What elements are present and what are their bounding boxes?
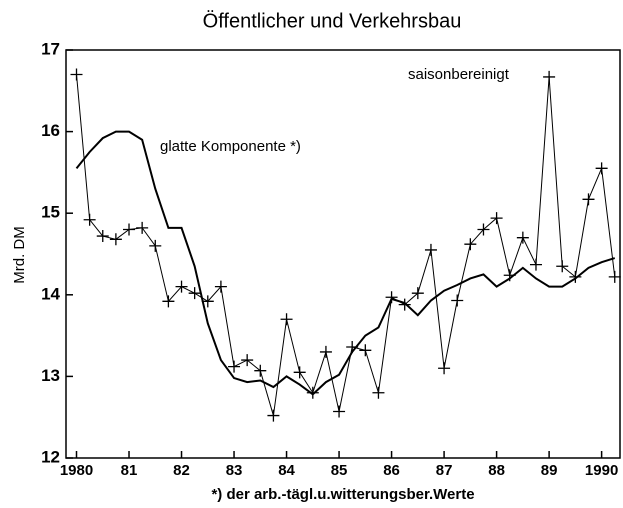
point-marker	[451, 294, 464, 307]
point-marker	[241, 354, 254, 367]
point-marker	[123, 223, 136, 236]
point-marker	[96, 230, 109, 243]
y-tick-label: 17	[41, 39, 60, 58]
x-axis-label: *) der arb.-tägl.u.witterungsber.Werte	[211, 486, 474, 503]
x-tick-label: 88	[488, 462, 505, 479]
point-marker	[162, 295, 175, 308]
x-tick-label: 86	[383, 462, 400, 479]
point-marker	[556, 260, 569, 273]
y-tick-label: 15	[41, 203, 60, 222]
x-tick-label: 81	[121, 462, 138, 479]
point-marker	[175, 280, 188, 293]
x-tick-label: 82	[173, 462, 190, 479]
point-marker	[477, 223, 490, 236]
point-marker	[214, 280, 227, 293]
point-marker	[109, 233, 122, 246]
x-tick-label: 87	[436, 462, 453, 479]
series-label: saisonbereinigt	[408, 66, 510, 83]
point-marker	[490, 212, 503, 225]
series-line	[75, 130, 616, 396]
point-marker	[254, 364, 267, 377]
x-tick-label: 83	[226, 462, 243, 479]
point-marker	[569, 270, 582, 283]
plot-frame	[65, 49, 621, 459]
point-marker	[201, 295, 214, 308]
point-marker	[188, 287, 201, 300]
series-label: glatte Komponente *)	[160, 138, 301, 155]
y-tick-label: 14	[41, 284, 60, 303]
point-marker	[136, 221, 149, 234]
point-marker	[70, 68, 83, 81]
point-marker	[306, 386, 319, 399]
chart-title: Öffentlicher und Verkehrsbau	[203, 10, 462, 32]
y-tick-label: 13	[41, 366, 60, 385]
point-marker	[333, 405, 346, 418]
x-tick-label: 84	[278, 462, 295, 479]
point-marker	[464, 238, 477, 251]
point-marker	[543, 70, 556, 83]
point-marker	[608, 270, 621, 283]
point-marker	[438, 362, 451, 375]
point-marker	[359, 344, 372, 357]
x-tick-label: 85	[331, 462, 348, 479]
point-marker	[83, 213, 96, 226]
point-marker	[411, 287, 424, 300]
point-marker	[293, 366, 306, 379]
point-marker	[582, 193, 595, 206]
x-tick-label: 1990	[585, 462, 618, 479]
point-marker	[319, 345, 332, 358]
point-marker	[595, 162, 608, 175]
point-marker	[228, 360, 241, 373]
x-tick-label: 89	[541, 462, 558, 479]
point-marker	[516, 231, 529, 244]
y-tick-label: 12	[41, 447, 60, 466]
point-marker	[280, 313, 293, 326]
point-marker	[424, 243, 437, 256]
point-marker	[267, 409, 280, 422]
point-marker	[372, 386, 385, 399]
y-tick-label: 16	[41, 121, 60, 140]
series-line	[76, 74, 616, 416]
point-marker	[529, 258, 542, 271]
y-axis-label: Mrd. DM	[11, 226, 28, 284]
point-marker	[149, 239, 162, 252]
point-marker	[385, 291, 398, 304]
point-marker	[398, 298, 411, 311]
x-tick-label: 1980	[60, 462, 93, 479]
